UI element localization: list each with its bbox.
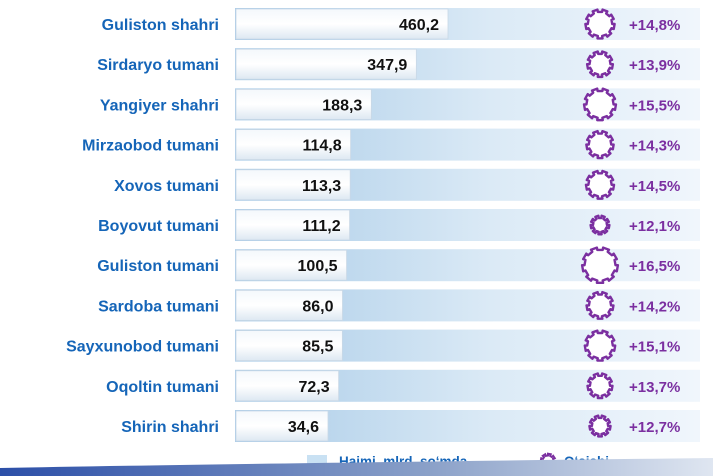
growth-gear-icon — [584, 169, 616, 200]
bar-value — [235, 370, 340, 402]
category-label: Shirin shahri — [121, 419, 219, 436]
chart-row: Guliston tumani 100,5 +16,5% — [97, 246, 700, 285]
value-label: 114,8 — [302, 138, 341, 155]
category-label: Mirzaobod tumani — [82, 138, 219, 155]
growth-gear-icon — [585, 50, 615, 79]
chart-row: Guliston shahri 460,2 +14,8% — [102, 8, 700, 40]
chart-row: Sayxunobod tumani 85,5 +15,1% — [66, 329, 700, 362]
bar-value — [235, 8, 449, 40]
category-label: Yangiyer shahri — [100, 97, 219, 114]
growth-gear-icon — [588, 414, 612, 438]
value-label: 34,6 — [288, 419, 319, 436]
legend-swatch-volume — [307, 455, 327, 466]
growth-gear-icon — [586, 372, 614, 400]
bar-value — [235, 330, 343, 362]
category-label: Sayxunobod tumani — [66, 339, 219, 356]
category-label: Xovos tumani — [114, 178, 219, 195]
bar-value — [235, 289, 343, 321]
value-label: 188,3 — [322, 97, 362, 114]
growth-gear-icon — [582, 87, 618, 122]
bar-value — [235, 169, 351, 201]
bar-value — [235, 249, 347, 281]
chart-row: Yangiyer shahri 188,3 +15,5% — [100, 87, 700, 122]
category-label: Sirdaryo tumani — [97, 57, 219, 74]
chart-row: Sirdaryo tumani 347,9 +13,9% — [97, 48, 700, 81]
growth-gear-icon — [583, 329, 617, 362]
bar-value — [235, 209, 350, 241]
value-label: 85,5 — [302, 339, 333, 356]
chart-row: Oqoltin tumani 72,3 +13,7% — [106, 369, 700, 402]
growth-label: +13,7% — [629, 379, 680, 396]
growth-label: +16,5% — [629, 258, 680, 275]
value-label: 460,2 — [399, 17, 439, 34]
category-label: Guliston tumani — [97, 258, 219, 275]
growth-gear-icon — [580, 246, 620, 285]
growth-label: +14,8% — [629, 17, 680, 34]
growth-label: +12,1% — [629, 218, 680, 235]
growth-gear-icon — [585, 290, 615, 320]
growth-label: +14,5% — [629, 178, 680, 195]
bottom-decoration — [0, 458, 713, 476]
chart-row: Sardoba tumani 86,0 +14,2% — [98, 289, 700, 322]
category-label: Sardoba tumani — [98, 298, 219, 315]
value-label: 72,3 — [298, 379, 329, 396]
growth-gear-icon — [589, 214, 611, 236]
chart-row: Shirin shahri 34,6 +12,7% — [121, 410, 700, 442]
bar-value — [235, 410, 329, 442]
bar-value — [235, 129, 352, 161]
growth-gear-icon — [584, 8, 616, 40]
value-label: 113,3 — [302, 178, 341, 195]
value-label: 111,2 — [302, 218, 340, 235]
chart-row: Xovos tumani 113,3 +14,5% — [114, 168, 700, 201]
bar-value — [235, 48, 417, 80]
value-label: 100,5 — [298, 258, 338, 275]
growth-label: +15,1% — [629, 339, 680, 356]
chart-row: Boyovut tumani 111,2 +12,1% — [98, 209, 700, 241]
value-label: 347,9 — [367, 57, 407, 74]
value-label: 86,0 — [302, 298, 333, 315]
growth-label: +13,9% — [629, 57, 680, 74]
growth-label: +14,2% — [629, 298, 680, 315]
category-label: Guliston shahri — [102, 17, 219, 34]
category-label: Oqoltin tumani — [106, 379, 219, 396]
category-label: Boyovut tumani — [98, 218, 219, 235]
bar-value — [235, 89, 372, 120]
growth-gear-icon — [585, 129, 615, 160]
growth-label: +15,5% — [629, 97, 680, 114]
chart-row: Mirzaobod tumani 114,8 +14,3% — [82, 128, 700, 161]
chart-rows: Guliston shahri 460,2 +14,8% Sirdaryo tuman… — [66, 8, 700, 442]
growth-label: +14,3% — [629, 138, 680, 155]
growth-label: +12,7% — [629, 419, 680, 436]
